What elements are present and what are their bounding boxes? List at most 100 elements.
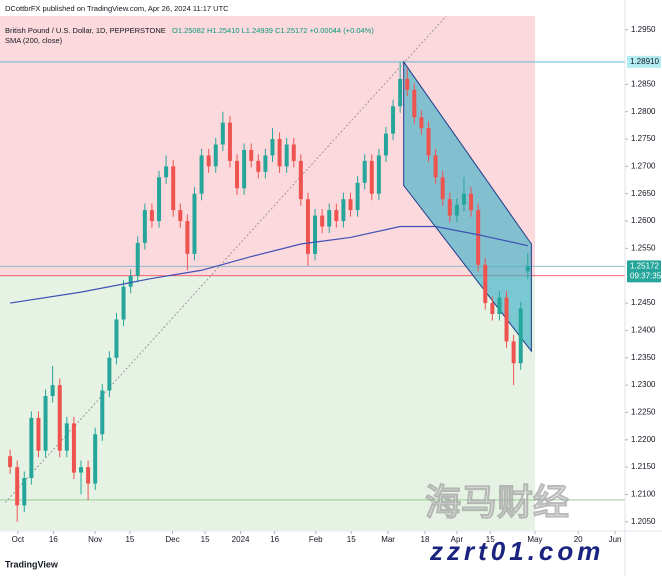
y-tick-label: 1.2650	[631, 189, 656, 198]
y-tick-label: 1.2850	[631, 79, 656, 88]
x-tick-label: Nov	[88, 535, 102, 544]
y-tick-label: 1.2300	[631, 380, 656, 389]
brand: TradingView	[5, 559, 59, 569]
x-tick-label: 18	[421, 535, 430, 544]
candle-body	[454, 204, 459, 216]
y-tick-label: 1.2950	[631, 25, 656, 34]
candle-body	[525, 266, 530, 272]
candle-body	[135, 242, 140, 276]
candle-body	[369, 160, 374, 194]
countdown: 09:37:35	[630, 271, 662, 280]
candle-body	[235, 160, 240, 189]
candle-body	[114, 319, 119, 358]
candle-body	[93, 434, 98, 484]
y-tick-label: 1.2550	[631, 244, 656, 253]
candle-body	[64, 423, 69, 451]
candle-body	[128, 275, 133, 287]
candle-body	[405, 78, 410, 90]
candle-body	[29, 417, 34, 479]
zone	[0, 275, 535, 530]
candle-body	[213, 144, 218, 167]
candle-body	[376, 155, 381, 194]
candle-body	[469, 193, 474, 211]
candle-body	[149, 210, 154, 222]
candle-body	[511, 341, 516, 364]
candle-body	[15, 467, 20, 506]
price-label: 1.25172	[630, 261, 659, 270]
candle-body	[50, 385, 55, 397]
price-label-box	[627, 260, 661, 283]
channel	[403, 60, 532, 353]
x-tick-label: 2024	[232, 535, 250, 544]
x-tick-label: May	[527, 535, 542, 544]
x-tick-label: Dec	[165, 535, 179, 544]
candle-body	[461, 193, 466, 205]
candle-body	[227, 122, 232, 161]
x-tick-label: Jun	[609, 535, 622, 544]
plot-area	[0, 15, 625, 530]
x-tick-label: Feb	[309, 535, 323, 544]
candle-body	[199, 155, 204, 194]
x-tick-label: Mar	[381, 535, 395, 544]
candle-body	[71, 423, 76, 473]
y-tick-label: 1.2750	[631, 134, 656, 143]
candle-body	[107, 357, 112, 391]
candle-body	[79, 467, 84, 473]
candle-body	[483, 264, 488, 304]
candle-body	[334, 210, 339, 222]
candle-body	[206, 155, 211, 167]
candle-body	[298, 160, 303, 200]
candle-body	[157, 177, 162, 222]
x-tick-label: 20	[574, 535, 583, 544]
candle-body	[86, 467, 91, 484]
x-tick-label: 15	[347, 535, 356, 544]
candle-body	[412, 89, 417, 118]
candle-body	[398, 78, 403, 107]
candle-body	[277, 139, 282, 167]
indicator-label: SMA (200, close)	[5, 36, 63, 45]
candle-body	[100, 390, 105, 435]
candle-body	[440, 177, 445, 200]
candle-body	[419, 117, 424, 129]
candle-body	[22, 478, 27, 506]
candle-body	[476, 210, 481, 265]
y-tick-label: 1.2800	[631, 107, 656, 116]
x-tick-label: 15	[486, 535, 495, 544]
x-tick-label: 16	[49, 535, 58, 544]
y-tick-label: 1.2050	[631, 517, 656, 526]
candle-body	[447, 199, 452, 216]
candle-body	[490, 303, 495, 315]
y-tick-label: 1.2700	[631, 161, 656, 170]
candle-body	[192, 193, 197, 254]
candle-body	[391, 106, 396, 134]
candle-body	[36, 417, 41, 451]
candle-body	[305, 199, 310, 254]
candle-body	[121, 286, 126, 320]
candle-body	[355, 182, 360, 211]
x-tick-label: 15	[201, 535, 210, 544]
candle-body	[164, 166, 169, 178]
candle-body	[320, 215, 325, 227]
y-tick-label: 1.2600	[631, 216, 656, 225]
price-label: 1.28910	[630, 57, 659, 66]
candle-body	[142, 210, 147, 243]
candle-body	[242, 149, 247, 189]
candle-body	[341, 199, 346, 222]
candle-body	[497, 297, 502, 315]
x-tick-label: 15	[125, 535, 134, 544]
candle-body	[185, 221, 190, 254]
y-tick-label: 1.2150	[631, 462, 656, 471]
symbol-label: British Pound / U.S. Dollar, 1D, PEPPERS…	[5, 26, 166, 35]
candle-body	[263, 155, 268, 172]
x-tick-label: Apr	[451, 535, 464, 544]
trendline	[4, 15, 447, 503]
y-tick-label: 1.2200	[631, 435, 656, 444]
candle-body	[284, 144, 289, 167]
candle-body	[220, 122, 225, 145]
candle-body	[383, 133, 388, 156]
y-tick-label: 1.2450	[631, 298, 656, 307]
price-label-box	[627, 55, 661, 68]
candle-body	[43, 396, 48, 451]
candle-body	[504, 297, 509, 342]
